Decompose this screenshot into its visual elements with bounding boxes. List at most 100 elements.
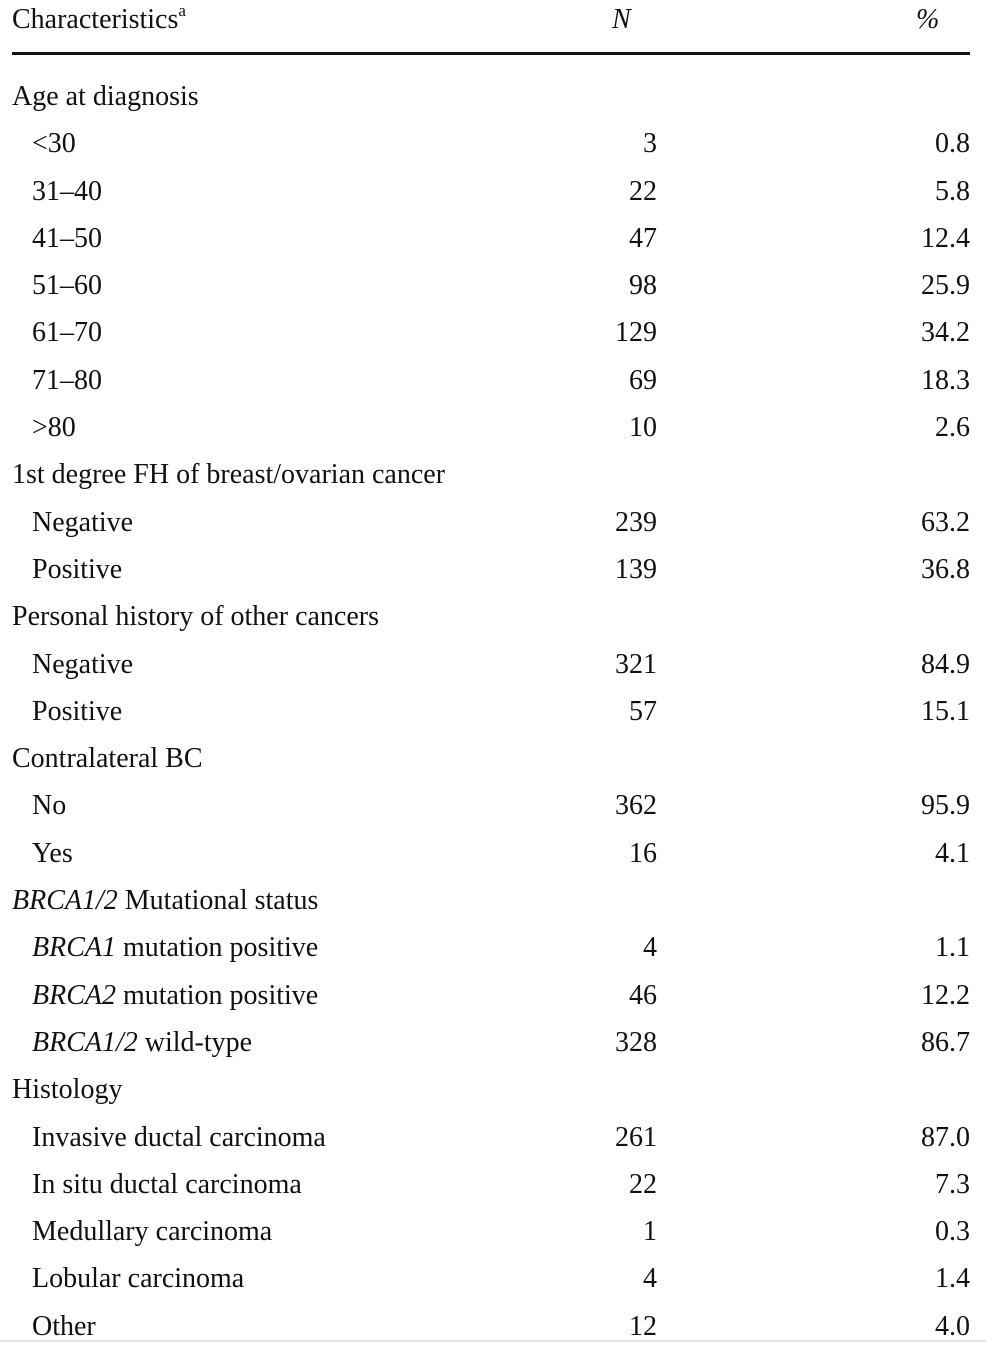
table-row: Other 12 4.0	[12, 1303, 970, 1350]
row-label: Lobular carcinoma	[32, 1263, 245, 1295]
cell-percent: 95.9	[921, 790, 970, 822]
cell-percent: 12.4	[921, 222, 970, 254]
row-label: Medullary carcinoma	[32, 1216, 273, 1248]
characteristics-table: Characteristicsa N % Age at diagnosis <30…	[12, 0, 970, 1350]
row-label: 71–80	[32, 364, 102, 396]
table-row: 61–70 129 34.2	[12, 309, 970, 356]
group-label: Personal history of other cancers	[12, 601, 379, 633]
column-header-percent: %	[916, 4, 940, 35]
row-label: In situ ductal carcinoma	[32, 1168, 302, 1200]
table-header: Characteristicsa N %	[12, 0, 970, 55]
group-header-row: Personal history of other cancers	[12, 593, 970, 640]
row-label: Positive	[32, 553, 123, 585]
cell-percent: 1.1	[935, 932, 970, 964]
table-row: Medullary carcinoma 1 0.3	[12, 1208, 970, 1255]
group-header-row: Contralateral BC	[12, 735, 970, 782]
cell-n: 46	[629, 979, 657, 1011]
table-row: <30 3 0.8	[12, 120, 970, 167]
gene-name: BRCA2	[32, 979, 116, 1011]
column-header-characteristics: Characteristicsa	[12, 1, 186, 36]
group-header-row: 1st degree FH of breast/ovarian cancer	[12, 451, 970, 498]
row-label: No	[32, 790, 67, 822]
cell-n: 12	[629, 1310, 657, 1342]
table-row: 31–40 22 5.8	[12, 168, 970, 215]
row-label: >80	[32, 412, 76, 444]
row-label: Negative	[32, 506, 134, 538]
group-label: Age at diagnosis	[12, 81, 199, 112]
row-label: Other	[32, 1310, 96, 1342]
row-label: <30	[32, 128, 76, 160]
table-row: 71–80 69 18.3	[12, 357, 970, 404]
cell-n: 321	[615, 648, 657, 680]
label-text: Mutational status	[117, 885, 319, 917]
table-row: BRCA2 mutation positive 46 12.2	[12, 972, 970, 1019]
row-label: Positive	[32, 695, 123, 727]
table-row: Positive 139 36.8	[12, 546, 970, 593]
row-label: 41–50	[32, 222, 102, 254]
cell-n: 22	[629, 175, 657, 207]
cell-percent: 1.4	[935, 1263, 970, 1295]
group-header-row: BRCA1/2 Mutational status	[12, 877, 970, 924]
table-row: 51–60 98 25.9	[12, 262, 970, 309]
table-row: >80 10 2.6	[12, 404, 970, 451]
group-header-row: Age at diagnosis	[12, 73, 970, 120]
row-label: Invasive ductal carcinoma	[32, 1121, 326, 1153]
table-row: 41–50 47 12.4	[12, 215, 970, 262]
cell-n: 139	[615, 553, 657, 585]
table-row: Negative 239 63.2	[12, 499, 970, 546]
table-row: Positive 57 15.1	[12, 688, 970, 735]
cell-percent: 15.1	[921, 695, 970, 727]
cell-percent: 34.2	[921, 317, 970, 349]
gene-name: BRCA1/2	[32, 1026, 138, 1058]
cell-n: 328	[615, 1026, 657, 1058]
table-row: Lobular carcinoma 4 1.4	[12, 1255, 970, 1302]
cell-percent: 87.0	[921, 1121, 970, 1153]
group-label: 1st degree FH of breast/ovarian cancer	[12, 459, 446, 491]
row-label: BRCA1 mutation positive	[32, 924, 318, 971]
cell-n: 47	[629, 222, 657, 254]
cell-percent: 4.1	[935, 837, 970, 869]
cell-n: 16	[629, 837, 657, 869]
label-text: mutation positive	[116, 932, 319, 964]
bottom-divider	[0, 1340, 986, 1342]
table-row: BRCA1/2 wild-type 328 86.7	[12, 1019, 970, 1066]
table-row: Invasive ductal carcinoma 261 87.0	[12, 1114, 970, 1161]
gene-name: BRCA1/2	[12, 885, 118, 917]
footnote-mark: a	[178, 1, 186, 20]
cell-percent: 0.8	[935, 128, 970, 160]
cell-percent: 86.7	[921, 1026, 970, 1058]
cell-n: 362	[615, 790, 657, 822]
cell-percent: 12.2	[921, 979, 970, 1011]
table-row: BRCA1 mutation positive 4 1.1	[12, 924, 970, 971]
cell-percent: 18.3	[921, 364, 970, 396]
row-label: 61–70	[32, 317, 102, 349]
characteristics-header-text: Characteristics	[12, 4, 179, 35]
column-header-n: N	[612, 4, 631, 35]
cell-n: 239	[615, 506, 657, 538]
cell-n: 4	[643, 932, 657, 964]
row-label: 31–40	[32, 175, 102, 207]
table-row: In situ ductal carcinoma 22 7.3	[12, 1161, 970, 1208]
cell-n: 261	[615, 1121, 657, 1153]
group-label: Histology	[12, 1074, 123, 1106]
cell-percent: 7.3	[935, 1168, 970, 1200]
cell-n: 57	[629, 695, 657, 727]
cell-n: 22	[629, 1168, 657, 1200]
label-text: wild-type	[137, 1026, 253, 1058]
cell-percent: 84.9	[921, 648, 970, 680]
cell-n: 4	[643, 1263, 657, 1295]
cell-n: 3	[643, 128, 657, 160]
table-row: No 362 95.9	[12, 782, 970, 829]
cell-percent: 36.8	[921, 553, 970, 585]
group-label: Contralateral BC	[12, 743, 203, 775]
table-row: Yes 16 4.1	[12, 830, 970, 877]
row-label: 51–60	[32, 270, 102, 302]
row-label: BRCA2 mutation positive	[32, 972, 318, 1019]
table-body: Age at diagnosis <30 3 0.8 31–40 22 5.8 41–50 47…	[12, 55, 970, 1350]
cell-percent: 63.2	[921, 506, 970, 538]
row-label: BRCA1/2 wild-type	[32, 1019, 252, 1066]
cell-n: 129	[615, 317, 657, 349]
group-label: BRCA1/2 Mutational status	[12, 877, 318, 924]
cell-percent: 4.0	[935, 1310, 970, 1342]
row-label: Yes	[32, 837, 73, 869]
